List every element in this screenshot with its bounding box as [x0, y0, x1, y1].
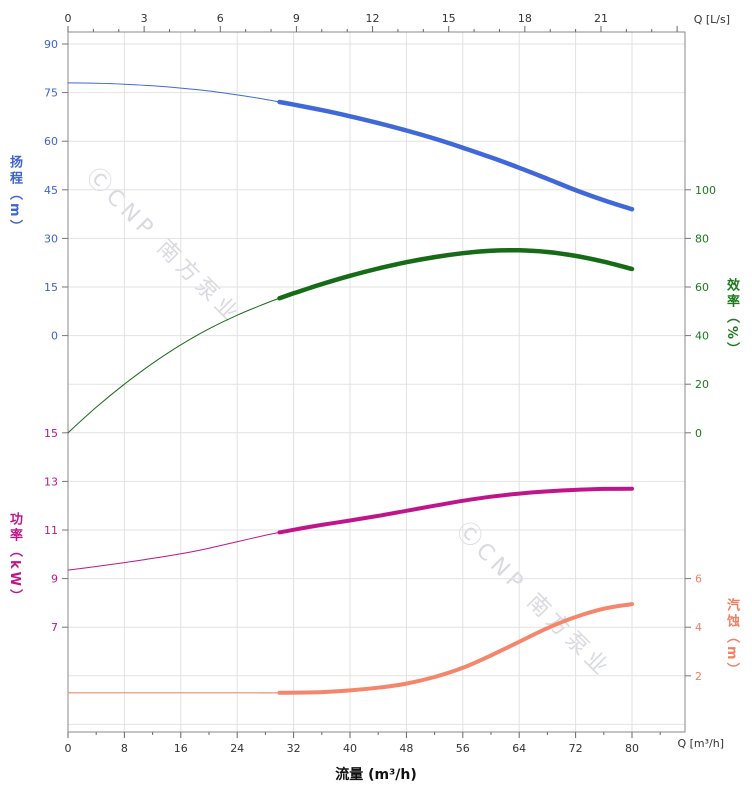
efficiency-axis-title: 效率（%）: [724, 278, 739, 359]
npsh-axis-title: 汽蚀（m）: [724, 598, 739, 679]
head-curve-thick: [277, 99, 635, 212]
power-axis-tick-label: 13: [44, 475, 58, 488]
npsh-axis-tick-label: 4: [695, 621, 702, 634]
top-axis-tick-label: 9: [293, 12, 300, 25]
npsh-axis-tick-label: 6: [695, 573, 702, 586]
efficiency-axis-tick-label: 20: [695, 378, 709, 391]
power-axis-tick-label: 15: [44, 427, 58, 440]
power-curve-thick: [277, 486, 634, 535]
flow-axis-title: 流量 (m³/h): [335, 767, 417, 783]
npsh-curve-thick: [277, 602, 634, 695]
plot-border: [67, 31, 686, 733]
bottom-axis-tick-label: 0: [65, 742, 72, 755]
bottom-axis-unit-label: Q [m³/h]: [677, 737, 724, 750]
bottom-axis-tick-label: 16: [174, 742, 188, 755]
efficiency-axis-tick-label: 40: [695, 330, 709, 343]
head-axis-tick-label: 60: [44, 135, 58, 148]
top-axis-tick-label: 15: [442, 12, 456, 25]
bottom-axis-tick-label: 32: [287, 742, 301, 755]
efficiency-axis-tick-label: 60: [695, 281, 709, 294]
head-axis-tick-label: 45: [44, 184, 58, 197]
top-axis-tick-label: 12: [366, 12, 380, 25]
top-axis-tick-label: 0: [65, 12, 72, 25]
head-axis-tick-label: 0: [51, 330, 58, 343]
top-axis-unit-label: Q [L/s]: [693, 13, 730, 26]
power-axis-tick-label: 9: [51, 573, 58, 586]
power-axis-tick-label: 11: [44, 524, 58, 537]
bottom-axis-tick-label: 48: [399, 742, 413, 755]
bottom-axis-tick-label: 64: [512, 742, 526, 755]
efficiency-axis-tick-label: 80: [695, 232, 709, 245]
head-axis-tick-label: 15: [44, 281, 58, 294]
bottom-axis-tick-label: 8: [121, 742, 128, 755]
power-axis-title: 功率（kW）: [7, 512, 22, 605]
efficiency-axis-tick-label: 0: [695, 427, 702, 440]
top-axis-tick-label: 18: [518, 12, 532, 25]
top-axis-tick-label: 21: [594, 12, 608, 25]
efficiency-axis-tick-label: 100: [695, 184, 716, 197]
power-axis-tick-label: 7: [51, 621, 58, 634]
bottom-axis-tick-label: 72: [569, 742, 583, 755]
npsh-axis-tick-label: 2: [695, 670, 702, 683]
efficiency-curve-thick: [277, 247, 635, 301]
head-axis-title: 扬程（m）: [7, 155, 22, 236]
head-axis-tick-label: 75: [44, 87, 58, 100]
bottom-axis-tick-label: 40: [343, 742, 357, 755]
head-axis-tick-label: 30: [44, 232, 58, 245]
bottom-axis-tick-label: 56: [456, 742, 470, 755]
top-axis-tick-label: 6: [217, 12, 224, 25]
bottom-axis-tick-label: 24: [230, 742, 244, 755]
head-axis-tick-label: 90: [44, 38, 58, 51]
top-axis-tick-label: 3: [141, 12, 148, 25]
bottom-axis-tick-label: 80: [625, 742, 639, 755]
